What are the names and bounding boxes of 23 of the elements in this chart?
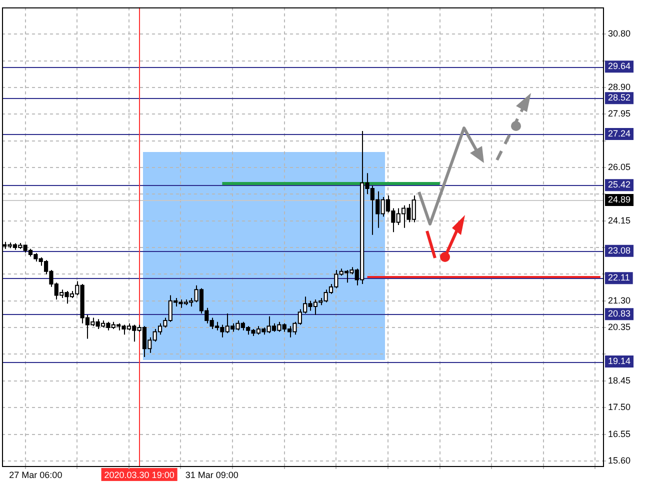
y-tick-label: 16.55 bbox=[608, 428, 631, 439]
x-tick-label: 27 Mar 06:00 bbox=[9, 470, 62, 480]
y-tick-label: 20.35 bbox=[608, 322, 631, 332]
ref-line-label: 24.89 bbox=[608, 194, 631, 205]
y-tick-label: 26.05 bbox=[608, 162, 631, 172]
ref-line-label: 20.83 bbox=[608, 308, 631, 319]
ref-line-label: 22.11 bbox=[608, 272, 630, 283]
y-tick-label: 21.30 bbox=[608, 295, 631, 306]
ref-line-label: 27.24 bbox=[608, 128, 631, 139]
y-tick-label: 18.45 bbox=[608, 375, 631, 386]
y-tick-label: 15.60 bbox=[608, 455, 631, 466]
y-tick-label: 28.90 bbox=[608, 82, 631, 92]
y-tick-label: 17.50 bbox=[608, 402, 631, 412]
ref-line-label: 29.64 bbox=[608, 61, 631, 72]
x-tick-label: 2020.03.30 19:00 bbox=[104, 470, 174, 480]
x-tick-label: 31 Mar 09:00 bbox=[185, 470, 238, 480]
ref-line-label: 25.42 bbox=[608, 180, 631, 190]
y-tick-label: 24.15 bbox=[608, 215, 631, 226]
ref-line-label: 28.52 bbox=[608, 92, 631, 103]
y-tick-label: 27.95 bbox=[608, 108, 631, 119]
ref-line-label: 19.14 bbox=[608, 356, 631, 366]
ref-line-label: 23.08 bbox=[608, 245, 631, 256]
y-tick-label: 30.80 bbox=[608, 28, 631, 39]
